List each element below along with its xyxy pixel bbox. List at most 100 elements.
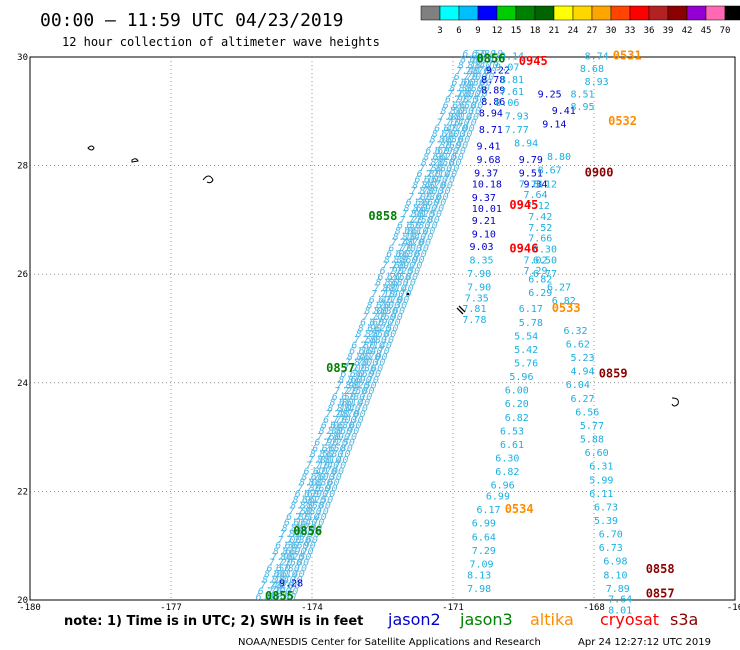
data-point: 6.82 bbox=[528, 274, 552, 285]
track-label: 8.00 bbox=[354, 358, 378, 369]
y-tick-label: 28 bbox=[17, 162, 28, 172]
track-label: 6.70 bbox=[444, 123, 468, 134]
track-label: 6.60 bbox=[285, 541, 309, 552]
data-point: 6.82 bbox=[505, 413, 529, 424]
colorbar-swatch bbox=[496, 5, 517, 21]
data-point: 7.29 bbox=[472, 546, 496, 557]
track-label: 8.10 bbox=[370, 335, 394, 346]
x-tick-label: -177 bbox=[160, 603, 182, 613]
island-shape bbox=[202, 175, 214, 184]
track-label: 7.40 bbox=[433, 169, 457, 180]
y-tick-label: 26 bbox=[17, 270, 28, 280]
track-label: 7.60 bbox=[372, 312, 396, 323]
data-point: 9.41 bbox=[552, 106, 576, 117]
plot-frame bbox=[29, 56, 736, 601]
data-point: 9.28 bbox=[279, 578, 303, 589]
data-point: 7.35 bbox=[465, 293, 489, 304]
track-label: 6.60 bbox=[360, 318, 384, 329]
time-label: 0531 bbox=[613, 49, 642, 63]
track-label: 6.30 bbox=[383, 300, 407, 311]
y-tick-label: 30 bbox=[17, 53, 28, 63]
data-point: 6.04 bbox=[566, 380, 590, 391]
data-point: 6.82 bbox=[495, 467, 519, 478]
colorbar-swatch bbox=[439, 5, 460, 21]
track-label: 6.30 bbox=[265, 592, 289, 603]
track-label: 6.00 bbox=[363, 352, 387, 363]
island-dot bbox=[406, 292, 410, 296]
track-label: 7.70 bbox=[345, 358, 369, 369]
track-label: 7.70 bbox=[280, 529, 304, 540]
data-point: 8.51 bbox=[571, 90, 595, 101]
time-label: 0533 bbox=[552, 301, 581, 315]
data-point: 6.31 bbox=[589, 462, 613, 473]
track-label: 7.20 bbox=[454, 95, 478, 106]
time-label: 0900 bbox=[585, 165, 614, 179]
track-label: 8.00 bbox=[472, 66, 496, 77]
legend-altika: altika bbox=[530, 610, 574, 629]
track-label: 7.40 bbox=[456, 66, 480, 77]
track-label: 6.30 bbox=[318, 472, 342, 483]
x-tick-label: -180 bbox=[19, 603, 41, 613]
track-label: 7.70 bbox=[400, 238, 424, 249]
track-label: 6.40 bbox=[281, 569, 305, 580]
track-label: 6.20 bbox=[367, 323, 391, 334]
data-point: 9.14 bbox=[542, 120, 566, 131]
data-point: 6.73 bbox=[594, 502, 618, 513]
track-label: 7.40 bbox=[391, 238, 415, 249]
time-label: 0532 bbox=[608, 114, 637, 128]
colorbar-label: 45 bbox=[701, 26, 712, 36]
track-label: 7.30 bbox=[428, 140, 452, 151]
track-label: 6.30 bbox=[275, 541, 299, 552]
data-point: 7.42 bbox=[528, 212, 552, 223]
y-tick-label: 22 bbox=[17, 487, 28, 497]
data-point: 9.68 bbox=[477, 155, 501, 166]
x-tick-label: -174 bbox=[301, 603, 323, 613]
colorbar-label: 70 bbox=[720, 26, 731, 36]
colorbar-swatch bbox=[553, 5, 574, 21]
track-label: 7.50 bbox=[331, 438, 355, 449]
time-label: 0945 bbox=[519, 54, 548, 68]
colorbar-label: 12 bbox=[492, 26, 503, 36]
track-label: 7.50 bbox=[409, 215, 433, 226]
track-label: 6.70 bbox=[366, 346, 390, 357]
track-label: 7.40 bbox=[325, 409, 349, 420]
colorbar-swatch bbox=[686, 5, 707, 21]
track-label: 6.50 bbox=[440, 152, 464, 163]
track-label: 8.80 bbox=[372, 329, 396, 340]
track-label: 6.60 bbox=[272, 592, 296, 603]
track-label: 8.90 bbox=[348, 375, 372, 386]
dense-tracks: 6.006.707.408.108.806.507.207.908.606.30… bbox=[256, 49, 503, 603]
track-label: 8.90 bbox=[400, 255, 424, 266]
track-label: 6.60 bbox=[350, 369, 374, 380]
data-point: 8.01 bbox=[608, 606, 632, 617]
track-label: 8.20 bbox=[280, 552, 304, 563]
colorbar-swatch bbox=[667, 5, 688, 21]
data-point: 9.22 bbox=[486, 65, 510, 76]
track-label: 8.50 bbox=[418, 209, 442, 220]
axis-labels: -180 -177 -174 -171 -168 -16 20 22 24 26 28 30 bbox=[17, 53, 740, 613]
track-label: 6.80 bbox=[417, 169, 441, 180]
track-label: 8.40 bbox=[272, 575, 296, 586]
track-label: 6.50 bbox=[397, 220, 421, 231]
chart-title: 00:00 – 11:59 UTC 04/23/2019 bbox=[40, 10, 343, 31]
track-label: 6.40 bbox=[369, 295, 393, 306]
data-point: 6.60 bbox=[585, 448, 609, 459]
track-label: 6.20 bbox=[302, 495, 326, 506]
track-label: 7.70 bbox=[335, 409, 359, 420]
data-point: 8.80 bbox=[547, 152, 571, 163]
track-label: 7.40 bbox=[368, 341, 392, 352]
track-label: 8.70 bbox=[409, 232, 433, 243]
track-label: 8.20 bbox=[464, 89, 488, 100]
track-label: 6.50 bbox=[374, 323, 398, 334]
data-point: 8.13 bbox=[467, 570, 491, 581]
track-label: 8.00 bbox=[342, 409, 366, 420]
track-label: 8.00 bbox=[276, 581, 300, 592]
track-label: 7.30 bbox=[287, 535, 311, 546]
track-label: 8.70 bbox=[422, 180, 446, 191]
data-point: 7.64 bbox=[608, 595, 632, 606]
data-point: 5.23 bbox=[571, 353, 595, 364]
track-label: 7.60 bbox=[306, 483, 330, 494]
track-label: 6.80 bbox=[286, 512, 310, 523]
colorbar-swatch bbox=[629, 5, 650, 21]
track-label: 6.90 bbox=[314, 438, 338, 449]
